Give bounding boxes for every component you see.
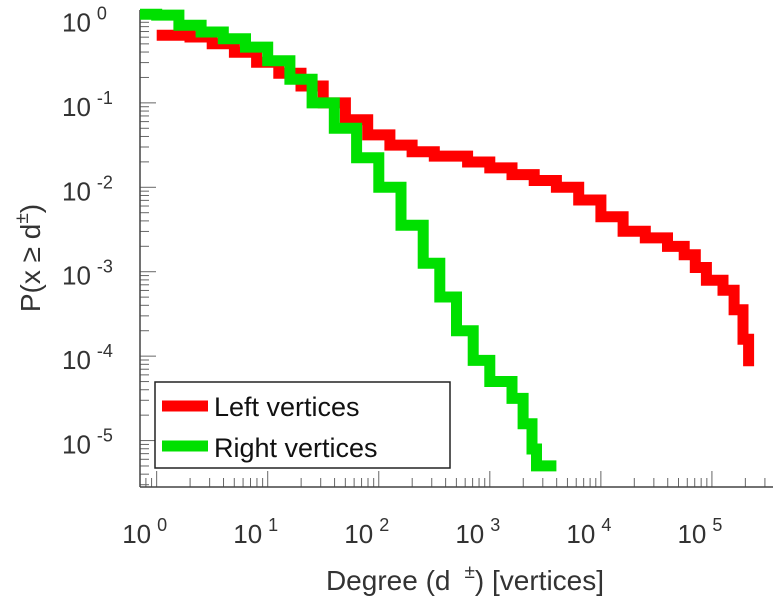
y-tick-label: 10 -1 [62,88,113,122]
y-axis-label-superscript: ± [12,213,33,223]
legend-label-right: Right vertices [214,433,378,463]
series-right-vertices [140,8,557,472]
y-tick-label: 10 0 [62,3,107,37]
x-tick-label: 10 2 [344,515,389,549]
y-tick-label: 10 -4 [62,341,113,375]
x-axis-label: Degree (d ±) [vertices] [326,562,604,596]
x-tick-label: 10 5 [677,515,722,549]
y-axis-label: P(x ≥ d±) [12,204,46,312]
x-axis-label-main: Degree (d [326,565,451,596]
axes [139,10,773,488]
y-tick-label: 10 -2 [62,172,113,206]
y-axis-label-suffix: ) [15,204,46,213]
x-tick-label: 10 3 [455,515,500,549]
x-tick-labels: 10 0 10 1 10 2 10 3 10 4 10 5 [122,515,722,549]
legend-box [154,381,451,469]
x-axis-label-suffix: ) [vertices] [475,565,604,596]
y-tick-label: 10 -5 [62,426,113,460]
minor-ticks [140,17,766,487]
x-tick-label: 10 0 [122,515,167,549]
y-axis-label-main: P(x ≥ d [15,224,46,313]
x-tick-label: 10 4 [566,515,611,549]
x-axis-label-superscript: ± [464,562,474,583]
legend: Left vertices Right vertices [154,381,451,469]
legend-label-left: Left vertices [214,392,360,422]
x-tick-label: 10 1 [233,515,278,549]
series-layer [140,8,755,472]
y-tick-label: 10 -3 [62,257,113,291]
